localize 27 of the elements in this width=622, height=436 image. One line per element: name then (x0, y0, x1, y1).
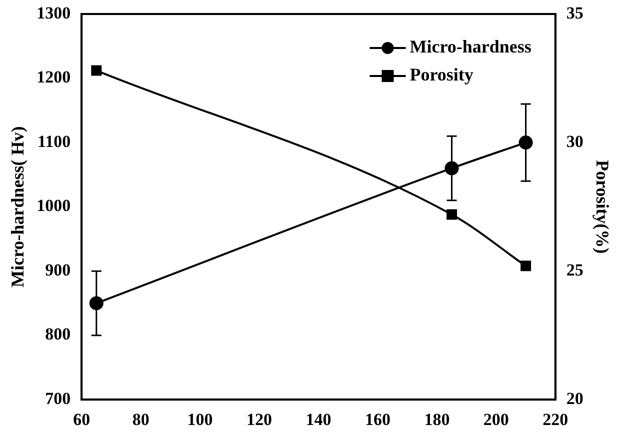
x-tick-label: 140 (306, 410, 332, 430)
legend-label: Micro-hardness (410, 36, 532, 57)
y-axis-title: Micro-hardness( Hv) (7, 126, 28, 288)
y-tick-label: 1300 (36, 3, 71, 22)
y-tick-label: 1000 (36, 196, 71, 216)
y2-tick-label: 30 (566, 132, 584, 151)
point (91, 65, 102, 76)
x-tick-label: 220 (542, 410, 568, 430)
y-tick-label: 900 (45, 260, 71, 280)
y-tick-label: 700 (45, 388, 71, 408)
x-tick-label: 160 (364, 410, 390, 430)
y-tick-label: 1100 (38, 132, 71, 151)
legend-label: Porosity (410, 64, 474, 85)
x-tick-label: 100 (187, 410, 213, 430)
x-tick-label: 60 (73, 410, 90, 430)
y-tick-label: 800 (45, 324, 71, 344)
y2-tick-label: 35 (566, 3, 584, 22)
point (520, 260, 532, 272)
x-tick-label: 180 (424, 410, 450, 430)
point (446, 209, 457, 220)
y2-axis-title: Porosity(%) (592, 160, 613, 254)
x-tick-label: 200 (483, 410, 509, 430)
y2-tick-label: 20 (566, 388, 584, 408)
x-tick-label: 80 (132, 410, 150, 430)
y2-tick-label: 25 (566, 260, 584, 280)
x-tick-label: 120 (246, 410, 272, 430)
y-tick-label: 1200 (36, 68, 71, 87)
